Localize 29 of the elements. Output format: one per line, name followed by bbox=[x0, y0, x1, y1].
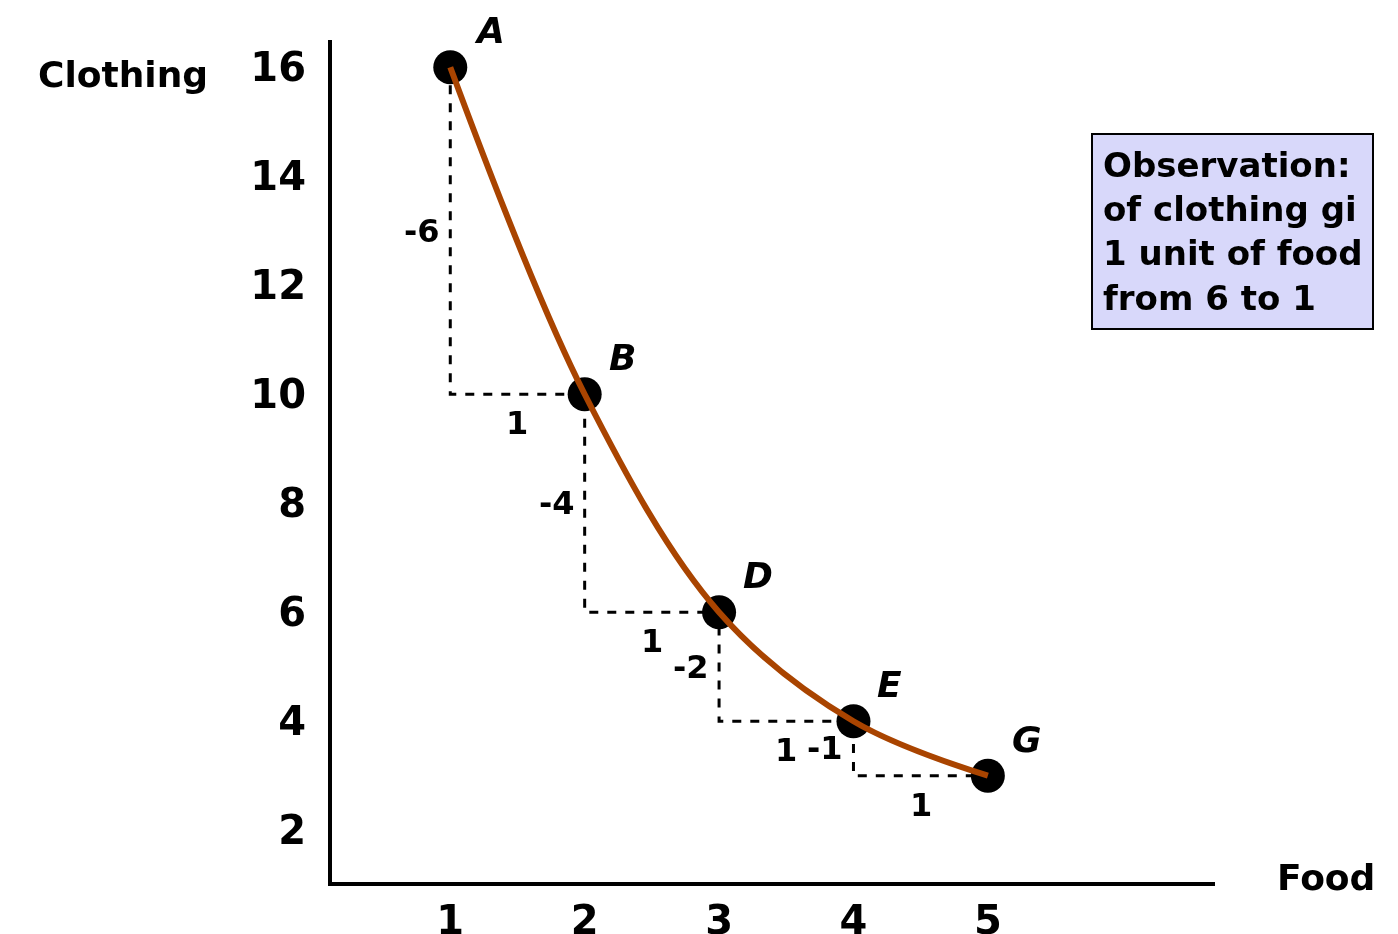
annotation: G bbox=[1012, 719, 1042, 760]
x-tick-label: 3 bbox=[705, 897, 733, 934]
y-tick-label: 14 bbox=[250, 153, 306, 200]
annotation: Observation: of clothing gi 1 unit of food from 6 to 1 bbox=[1103, 145, 1363, 318]
x-tick-label: 2 bbox=[570, 897, 599, 934]
x-tick-label: 1 bbox=[436, 897, 465, 934]
y-tick-label: 6 bbox=[278, 589, 306, 636]
y-tick-label: 2 bbox=[278, 807, 306, 854]
annotation: 1 bbox=[641, 622, 664, 660]
annotation: 1 bbox=[775, 731, 798, 769]
y-tick-label: 12 bbox=[250, 262, 306, 309]
annotation: -2 bbox=[673, 648, 709, 686]
annotation: -4 bbox=[539, 484, 575, 522]
annotation: B bbox=[609, 337, 637, 378]
annotation: 1 bbox=[506, 404, 529, 442]
annotation: -6 bbox=[404, 212, 440, 250]
x-tick-label: 4 bbox=[839, 897, 868, 934]
annotation: E bbox=[877, 664, 902, 705]
y-tick-label: 8 bbox=[278, 480, 306, 527]
y-tick-label: 10 bbox=[250, 371, 306, 418]
annotation: D bbox=[743, 555, 773, 596]
x-axis-title: Food bbox=[1277, 857, 1376, 898]
y-tick-label: 16 bbox=[250, 44, 306, 91]
annotation: -1 bbox=[807, 729, 843, 767]
annotation: 1 bbox=[910, 786, 933, 824]
annotation: A bbox=[474, 10, 505, 51]
y-tick-label: 4 bbox=[278, 698, 306, 745]
x-tick-label: 5 bbox=[973, 897, 1002, 934]
y-axis-title: Clothing bbox=[38, 54, 209, 95]
